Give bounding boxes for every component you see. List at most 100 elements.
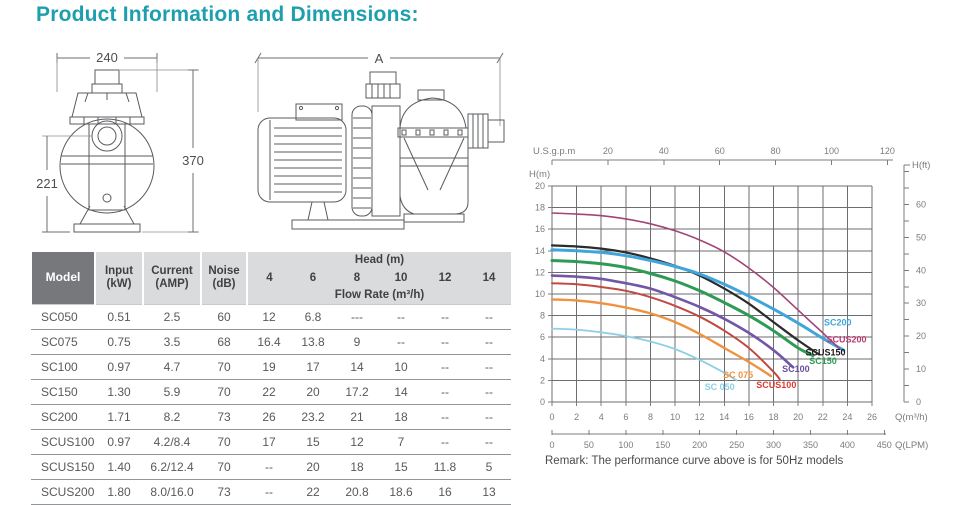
- value-cell: 10: [379, 354, 423, 380]
- model-cell: SC075: [31, 329, 95, 355]
- dim-port-height-label: 221: [36, 176, 58, 191]
- table-row: SC075 0.75 3.5 68 16.4 13.8 9 -- -- --: [31, 329, 512, 355]
- value-cell: 0.75: [95, 329, 143, 355]
- head-value: 6: [291, 270, 335, 287]
- top-axis-tick-label: 100: [824, 146, 839, 156]
- value-cell: 23.2: [291, 404, 335, 430]
- value-cell: 21: [335, 404, 379, 430]
- value-cell: --: [379, 304, 423, 330]
- value-cell: --: [423, 379, 467, 405]
- head-value: 14: [467, 270, 512, 287]
- value-cell: 1.30: [95, 379, 143, 405]
- dim-width-label: 240: [96, 50, 118, 65]
- value-cell: 14: [379, 379, 423, 405]
- value-cell: 18.6: [379, 479, 423, 505]
- value-cell: --: [467, 379, 512, 405]
- curve-SC100: [550, 274, 795, 369]
- y-tick-label: 10: [535, 289, 545, 299]
- curve-SC075: [550, 298, 773, 378]
- value-cell: 13: [467, 479, 512, 505]
- col-header-noise-unit: (dB): [212, 278, 236, 290]
- table-row: SC050 0.51 2.5 60 12 6.8 --- -- -- --: [31, 304, 512, 330]
- lpm-tick-label: 350: [803, 440, 818, 450]
- y-tick-label: 0: [540, 397, 545, 407]
- col-header-current-label: Current: [151, 264, 193, 277]
- value-cell: 15: [291, 429, 335, 455]
- side-view-drawing: A: [254, 51, 505, 230]
- curve-label-SCUS150: SCUS150: [806, 348, 846, 358]
- value-cell: --: [467, 429, 512, 455]
- value-cell: ---: [335, 304, 379, 330]
- col-header-input: Input (kW): [94, 252, 144, 305]
- x-tick-label: 14: [719, 412, 729, 422]
- y-tick-label: 12: [535, 267, 545, 277]
- top-axis-tick-label: 80: [771, 146, 781, 156]
- col-header-current: Current (AMP): [142, 252, 202, 305]
- value-cell: 22: [291, 479, 335, 505]
- top-axis-tick-label: 40: [659, 146, 669, 156]
- lpm-tick-label: 450: [877, 440, 892, 450]
- value-cell: 17: [247, 429, 291, 455]
- x-tick-label: 10: [670, 412, 680, 422]
- curve-label-SC100: SC100: [782, 364, 810, 374]
- value-cell: --: [467, 329, 512, 355]
- y-tick-label: 14: [535, 246, 545, 256]
- right-tick-label: 30: [916, 298, 926, 308]
- x-tick-label: 22: [818, 412, 828, 422]
- value-cell: --: [379, 329, 423, 355]
- model-cell: SC200: [31, 404, 95, 430]
- value-cell: --: [423, 329, 467, 355]
- value-cell: 9: [335, 329, 379, 355]
- y-tick-label: 16: [535, 224, 545, 234]
- dim-height-label: 370: [182, 153, 204, 168]
- model-cell: SCUS200: [31, 479, 95, 505]
- right-tick-label: 10: [916, 364, 926, 374]
- value-cell: 13.8: [291, 329, 335, 355]
- value-cell: 5: [467, 454, 512, 480]
- value-cell: 2.5: [143, 304, 201, 330]
- lpm-axis-label: Q(LPM): [895, 440, 928, 451]
- x-tick-label: 12: [695, 412, 705, 422]
- front-view-drawing: 240 370 221: [36, 50, 204, 233]
- dim-length-label: A: [375, 51, 384, 66]
- value-cell: 0.97: [95, 429, 143, 455]
- value-cell: 11.8: [423, 454, 467, 480]
- x-tick-label: 4: [599, 412, 604, 422]
- curve-label-SC200: SC200: [824, 317, 852, 327]
- value-cell: 70: [201, 354, 247, 380]
- y-tick-label: 20: [535, 181, 545, 191]
- model-cell: SCUS150: [31, 454, 95, 480]
- lpm-tick-label: 250: [729, 440, 744, 450]
- lpm-tick-label: 200: [692, 440, 707, 450]
- model-cell: SC150: [31, 379, 95, 405]
- pump-dimension-drawings: 240 370 221 A: [36, 50, 505, 233]
- col-header-head: Head (m): [245, 252, 512, 270]
- x-tick-label: 18: [769, 412, 779, 422]
- value-cell: 70: [201, 429, 247, 455]
- lpm-tick-label: 300: [766, 440, 781, 450]
- x-tick-label: 2: [574, 412, 579, 422]
- col-header-input-unit: (kW): [106, 278, 132, 290]
- value-cell: 68: [201, 329, 247, 355]
- table-row: SC150 1.30 5.9 70 22 20 17.2 14 -- --: [31, 379, 512, 405]
- lpm-tick-label: 100: [618, 440, 633, 450]
- x-tick-label: 24: [842, 412, 852, 422]
- top-axis-label: U.S.g.p.m: [533, 146, 575, 157]
- curve-label-SC150: SC150: [809, 356, 837, 366]
- value-cell: 4.2/8.4: [143, 429, 201, 455]
- chart-remark: Remark: The performance curve above is f…: [545, 455, 844, 467]
- value-cell: 17.2: [335, 379, 379, 405]
- value-cell: 8.2: [143, 404, 201, 430]
- table-row: SCUS150 1.40 6.2/12.4 70 -- 20 18 15 11.8 5: [31, 454, 512, 480]
- value-cell: 12: [247, 304, 291, 330]
- right-tick-label: 40: [916, 265, 926, 275]
- right-tick-label: 60: [916, 199, 926, 209]
- value-cell: 12: [335, 429, 379, 455]
- value-cell: 4.7: [143, 354, 201, 380]
- curve-label-SC050: SC 050: [705, 382, 735, 392]
- y-tick-label: 4: [540, 354, 545, 364]
- value-cell: 0.51: [95, 304, 143, 330]
- lpm-tick-label: 50: [584, 440, 594, 450]
- x-tick-label: 16: [744, 412, 754, 422]
- value-cell: 19: [247, 354, 291, 380]
